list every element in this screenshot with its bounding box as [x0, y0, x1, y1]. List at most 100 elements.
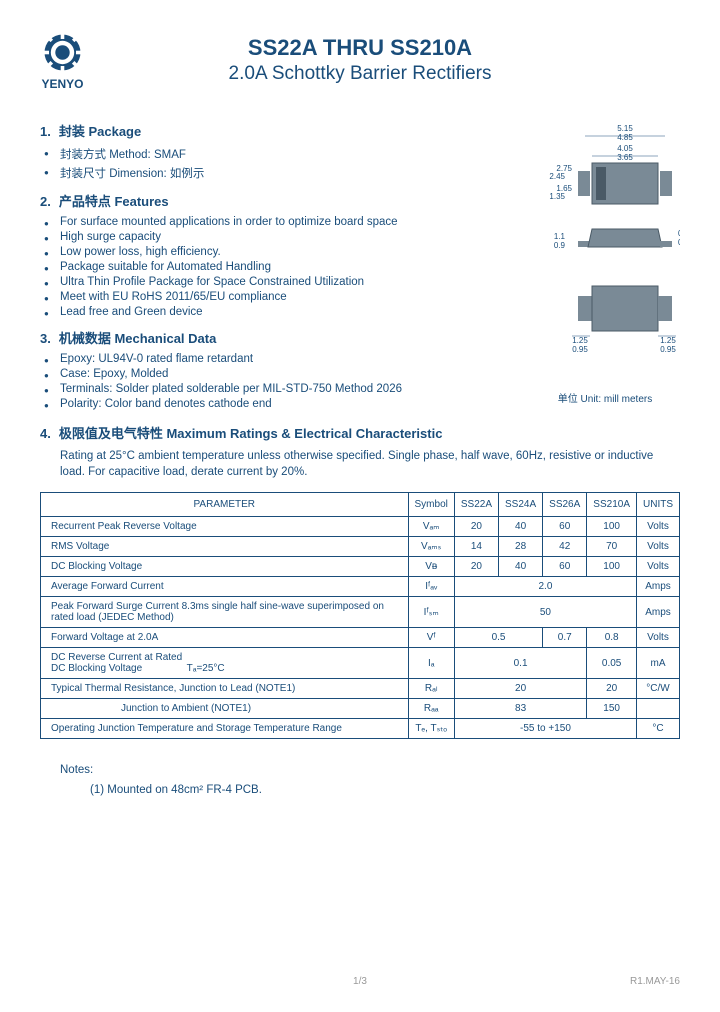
- value-cell: 14: [454, 537, 498, 557]
- notes-label: Notes:: [60, 764, 680, 776]
- value-cell: 40: [499, 557, 543, 577]
- value-cell: 100: [587, 517, 637, 537]
- subtitle: 2.0A Schottky Barrier Rectifiers: [100, 63, 620, 85]
- table-header: SS26A: [543, 493, 587, 517]
- symbol-cell: Iₐ: [408, 648, 454, 679]
- svg-text:2.45: 2.45: [549, 172, 565, 181]
- value-cell: 60: [543, 517, 587, 537]
- value-cell: 0.8: [587, 628, 637, 648]
- svg-text:1.25: 1.25: [572, 336, 588, 345]
- rating-note: Rating at 25°C ambient temperature unles…: [60, 448, 680, 480]
- value-cell: 20: [587, 679, 637, 699]
- brand-name: YENYO: [41, 77, 83, 91]
- svg-text:1.1: 1.1: [554, 232, 566, 241]
- svg-text:0.9: 0.9: [554, 241, 566, 250]
- datasheet-page: YENYO SS22A THRU SS210A 2.0A Schottky Ba…: [0, 0, 720, 826]
- unit-cell: Volts: [637, 628, 680, 648]
- main-title: SS22A THRU SS210A: [100, 35, 620, 61]
- param-cell: DC Reverse Current at RatedDC Blocking V…: [41, 648, 409, 679]
- unit-cell: mA: [637, 648, 680, 679]
- unit-cell: Volts: [637, 517, 680, 537]
- list-item: Polarity: Color band denotes cathode end: [60, 398, 510, 410]
- section-1-head: 1.封装 Package: [40, 121, 510, 140]
- param-cell: Typical Thermal Resistance, Junction to …: [41, 679, 409, 699]
- param-cell: Forward Voltage at 2.0A: [41, 628, 409, 648]
- header: YENYO SS22A THRU SS210A 2.0A Schottky Ba…: [40, 30, 680, 91]
- value-cell: 0.1: [454, 648, 586, 679]
- list-item: Low power loss, high efficiency.: [60, 246, 510, 258]
- list-item: 封装方式 Method: SMAF: [60, 146, 510, 162]
- svg-text:4.05: 4.05: [617, 144, 633, 153]
- unit-cell: °C: [637, 719, 680, 739]
- section-4-head: 4.极限值及电气特性 Maximum Ratings & Electrical …: [40, 423, 680, 442]
- value-cell: 20: [454, 517, 498, 537]
- list-item: Terminals: Solder plated solderable per …: [60, 383, 510, 395]
- unit-label: 单位 Unit: mill meters: [530, 390, 680, 405]
- table-header: PARAMETER: [41, 493, 409, 517]
- gear-icon: [40, 30, 85, 75]
- svg-text:5.15: 5.15: [617, 124, 633, 133]
- revision: R1.MAY-16: [630, 976, 680, 987]
- svg-text:0.20: 0.20: [678, 229, 680, 238]
- value-cell: 0.05: [587, 648, 637, 679]
- logo: YENYO: [40, 30, 85, 91]
- mechanical-list: Epoxy: UL94V-0 rated flame retardant Case…: [40, 353, 510, 410]
- param-cell: Operating Junction Temperature and Stora…: [41, 719, 409, 739]
- list-item: Epoxy: UL94V-0 rated flame retardant: [60, 353, 510, 365]
- list-item: Case: Epoxy, Molded: [60, 368, 510, 380]
- value-cell: 60: [543, 557, 587, 577]
- svg-text:0.95: 0.95: [660, 345, 676, 354]
- symbol-cell: Vᴃ: [408, 557, 454, 577]
- section-4: 4.极限值及电气特性 Maximum Ratings & Electrical …: [40, 423, 680, 739]
- svg-text:4.85: 4.85: [617, 133, 633, 142]
- value-cell: 28: [499, 537, 543, 557]
- value-cell: 100: [587, 557, 637, 577]
- list-item: For surface mounted applications in orde…: [60, 216, 510, 228]
- param-cell: Junction to Ambient (NOTE1): [41, 699, 409, 719]
- value-cell: 0.5: [454, 628, 542, 648]
- table-header: SS22A: [454, 493, 498, 517]
- note-1: (1) Mounted on 48cm² FR-4 PCB.: [90, 784, 680, 796]
- value-cell: 20: [454, 679, 586, 699]
- list-item: High surge capacity: [60, 231, 510, 243]
- symbol-cell: Vₐₘₛ: [408, 537, 454, 557]
- param-cell: Recurrent Peak Reverse Voltage: [41, 517, 409, 537]
- list-item: 封装尺寸 Dimension: 如例示: [60, 165, 510, 181]
- left-column: 1.封装 Package 封装方式 Method: SMAF 封装尺寸 Dimen…: [40, 111, 510, 413]
- table-header: UNITS: [637, 493, 680, 517]
- value-cell: -55 to +150: [454, 719, 636, 739]
- symbol-cell: Iᶠₛₘ: [408, 597, 454, 628]
- param-cell: Average Forward Current: [41, 577, 409, 597]
- package-diagram: 5.15 4.85 4.05 3.65 2.75 2.45 1.65 1.35: [530, 121, 680, 381]
- table-header: SS210A: [587, 493, 637, 517]
- ratings-table: PARAMETERSymbolSS22ASS24ASS26ASS210AUNIT…: [40, 492, 680, 739]
- value-cell: 70: [587, 537, 637, 557]
- table-header: SS24A: [499, 493, 543, 517]
- value-cell: 20: [454, 557, 498, 577]
- package-list: 封装方式 Method: SMAF 封装尺寸 Dimension: 如例示: [40, 146, 510, 181]
- title-block: SS22A THRU SS210A 2.0A Schottky Barrier …: [100, 35, 620, 85]
- value-cell: 0.7: [543, 628, 587, 648]
- symbol-cell: Vᶠ: [408, 628, 454, 648]
- symbol-cell: Vₐₘ: [408, 517, 454, 537]
- param-cell: Peak Forward Surge Current 8.3ms single …: [41, 597, 409, 628]
- svg-text:1.35: 1.35: [549, 192, 565, 201]
- unit-cell: Volts: [637, 557, 680, 577]
- svg-text:0.10: 0.10: [678, 238, 680, 247]
- svg-text:1.25: 1.25: [660, 336, 676, 345]
- list-item: Package suitable for Automated Handling: [60, 261, 510, 273]
- param-cell: RMS Voltage: [41, 537, 409, 557]
- features-list: For surface mounted applications in orde…: [40, 216, 510, 318]
- value-cell: 50: [454, 597, 636, 628]
- unit-cell: Amps: [637, 597, 680, 628]
- symbol-cell: Rₐₗ: [408, 679, 454, 699]
- section-3-head: 3.机械数据 Mechanical Data: [40, 328, 510, 347]
- notes-section: Notes: (1) Mounted on 48cm² FR-4 PCB.: [60, 764, 680, 796]
- param-cell: DC Blocking Voltage: [41, 557, 409, 577]
- symbol-cell: Iᶠₐᵥ: [408, 577, 454, 597]
- page-number: 1/3: [0, 976, 720, 987]
- table-header: Symbol: [408, 493, 454, 517]
- unit-cell: Volts: [637, 537, 680, 557]
- value-cell: 150: [587, 699, 637, 719]
- unit-cell: Amps: [637, 577, 680, 597]
